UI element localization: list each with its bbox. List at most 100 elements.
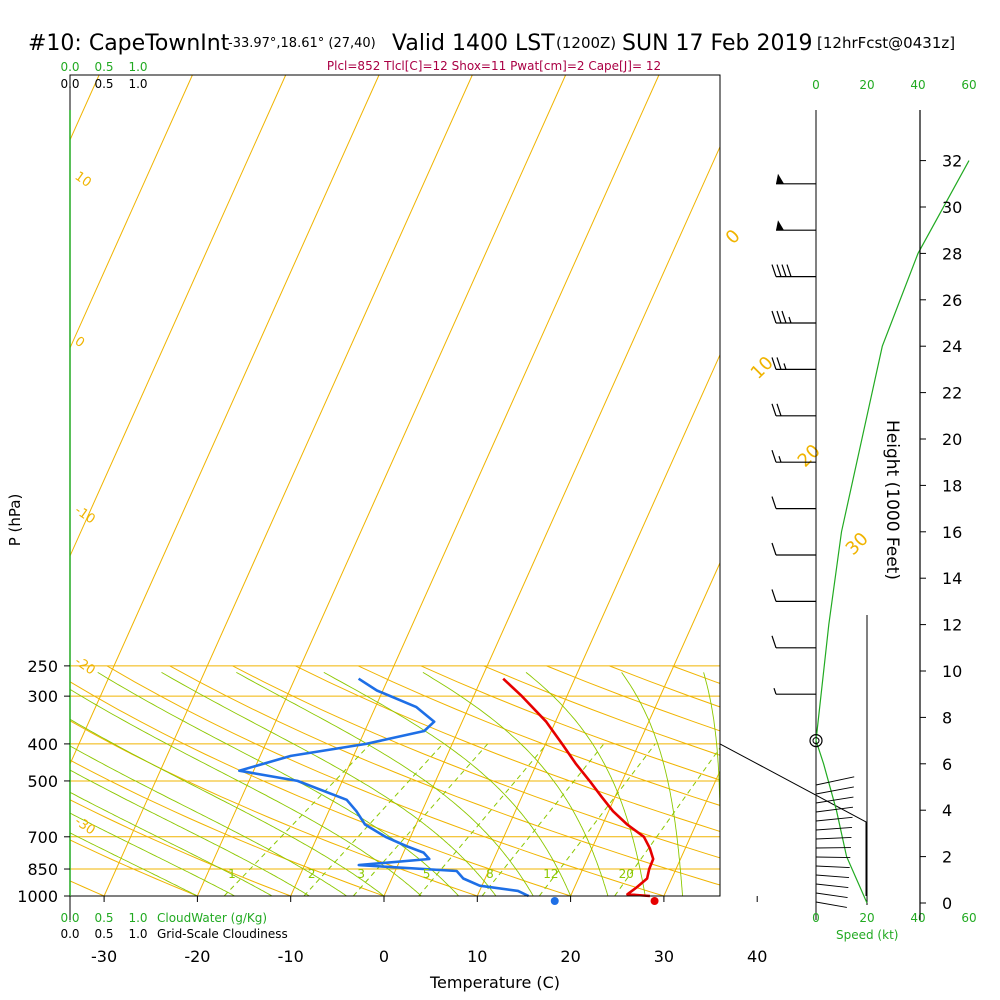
isotherm-line: [290, 75, 660, 896]
axis-titles: Temperature (C) P (hPa) Height (1000 Fee…: [6, 420, 902, 992]
dry-adiabat-line: [106, 665, 665, 896]
wind-barb-feather: [771, 357, 777, 370]
dry-adiabat-label: -30: [72, 814, 98, 838]
wind-speed-tick-bottom: 40: [910, 911, 925, 925]
moist-adiabat-line: [236, 672, 534, 896]
dry-adiabat-line: [0, 666, 11, 896]
wind-barb-half-feather: [778, 456, 782, 463]
surface-wind-barb: [815, 816, 853, 822]
moist-adiabat-line: [70, 745, 347, 896]
dry-adiabat-line: [232, 665, 720, 859]
dry-adiabat-label: 0: [72, 334, 87, 351]
isotherm-label: 10: [747, 352, 778, 383]
cloud-water-scale-top: 0.5: [94, 60, 113, 74]
isotherm-line: [70, 75, 380, 766]
height-tick-label: 4: [942, 801, 952, 820]
surface-temperature-marker: [650, 897, 659, 905]
moist-adiabat-line: [97, 672, 459, 896]
wind-barb-feather: [771, 264, 777, 277]
height-tick-label: 8: [942, 708, 952, 727]
dry-adiabat-line: [70, 839, 198, 896]
wind-barb-feather: [781, 310, 787, 324]
wind-speed-tick-top: 20: [859, 78, 874, 92]
wind-barb-feather: [771, 310, 777, 324]
height-tick-label: 18: [942, 476, 962, 495]
wind-barb-feather: [771, 635, 777, 648]
x-tick-label: 20: [560, 947, 580, 966]
dry-adiabat-label: -10: [72, 503, 98, 527]
surface-wind-barb: [815, 837, 852, 840]
surface-wind-barb: [815, 826, 853, 831]
isotherm-line: [70, 75, 193, 350]
surface-wind-barb: [815, 892, 848, 898]
height-tick-label: 24: [942, 337, 962, 356]
dewpoint-profile: [238, 677, 530, 898]
chart-header: #10: CapeTownInt -33.97°,18.61° (27,40) …: [28, 31, 955, 73]
wind-speed-tick-bottom: 60: [961, 911, 976, 925]
surface-wind-barb: [815, 856, 851, 859]
moist-adiabat-line: [525, 672, 646, 896]
wind-barb-feather: [776, 310, 782, 324]
isotherm-line: [570, 561, 720, 896]
cloud-water-scale-top: 0.0: [60, 60, 79, 74]
cloud-water-scale-bottom: 1.0: [128, 911, 147, 925]
surface-wind-barb: [815, 796, 854, 804]
height-tick-label: 20: [942, 430, 962, 449]
x-tick-label: -10: [278, 947, 304, 966]
station-title: #10: CapeTownInt: [28, 31, 230, 56]
p-tick-label: 1000: [17, 887, 58, 906]
surface-wind-barb: [815, 865, 850, 869]
wind-barb-half-feather: [788, 316, 792, 324]
moist-adiabat-line: [703, 672, 720, 896]
height-axis-title: Height (1000 Feet): [882, 420, 902, 580]
mixing-ratio-line: [481, 743, 605, 896]
cloudiness-legend: Grid-Scale Cloudiness: [157, 927, 288, 941]
height-tick-label: 30: [942, 198, 962, 217]
mixing-ratio-line: [223, 743, 371, 896]
wind-barb-feather: [771, 450, 777, 463]
surface-wind-barb: [815, 874, 850, 879]
cloudiness-scale-top: 0.5: [94, 77, 113, 91]
wind-barb-feather: [771, 496, 777, 509]
p-tick-label: 250: [27, 657, 58, 676]
wind-speed-tick-bottom: 20: [859, 911, 874, 925]
wind-speed-tick-top: 40: [910, 78, 925, 92]
mixing-ratio-label: 12: [543, 867, 558, 881]
height-tick-label: 0: [942, 894, 952, 913]
moist-adiabat-line: [70, 688, 422, 896]
height-tick-label: 10: [942, 662, 962, 681]
mixing-ratio-line: [352, 743, 489, 896]
height-tick-label: 32: [942, 152, 962, 171]
cloudiness-scale-bottom: 1.0: [128, 927, 147, 941]
dry-adiabat-line: [169, 665, 720, 886]
height-tick-label: 14: [942, 569, 962, 588]
isotherm-label: 0: [722, 226, 745, 249]
isotherm-line: [196, 75, 567, 896]
wind-barb-half-feather: [783, 363, 787, 370]
moist-adiabat-line: [70, 769, 310, 896]
dry-adiabat-line: [358, 665, 720, 806]
isotherm-line: [383, 145, 720, 896]
wind-speed-trace: [815, 160, 970, 904]
wind-barb-feather: [771, 589, 777, 602]
grid-lines: [0, 75, 1000, 896]
isotherm-label: 20: [794, 440, 825, 471]
wind-speed-label: Speed (kt): [836, 928, 898, 942]
dry-adiabat-line: [861, 666, 1000, 896]
mixing-ratio-label: 5: [423, 867, 431, 881]
moist-adiabat-line: [70, 812, 235, 896]
wind-barb-feather: [781, 264, 787, 277]
mixing-ratio-line: [614, 746, 720, 896]
x-tick-label: 30: [654, 947, 674, 966]
x-tick-label: -30: [91, 947, 117, 966]
wind-speed-tick-top: 60: [961, 78, 976, 92]
y-axis-title: P (hPa): [6, 494, 24, 547]
cloudiness-scale-top: 0.0: [60, 77, 79, 91]
moist-adiabat-line: [323, 672, 572, 896]
sounding-profiles: [238, 677, 659, 905]
wind-barb-half-feather: [773, 688, 777, 695]
mixing-ratio-label: 2: [308, 867, 316, 881]
calm-wind-marker-inner: [812, 737, 820, 745]
